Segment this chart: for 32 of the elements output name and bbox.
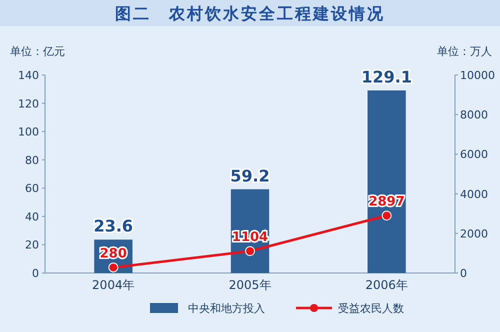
point: [245, 246, 255, 256]
x-tick-label: 2006年: [365, 278, 408, 292]
data-label: 23.6: [94, 216, 134, 236]
y-tick-label: 100: [18, 126, 39, 139]
x-tick-label: 2004年: [92, 278, 135, 292]
y2-tick-label: 0: [460, 267, 467, 280]
legend-label: 中央和地方投入: [188, 302, 265, 315]
y-tick-label: 80: [25, 154, 39, 167]
y2-tick-label: 6000: [460, 148, 488, 162]
data-label: 129.1: [361, 67, 412, 86]
y-axis-title: 单位：亿元: [10, 45, 65, 58]
x-tick-label: 2005年: [228, 278, 272, 292]
point: [108, 262, 118, 272]
y-tick-label: 0: [32, 267, 39, 280]
y-tick-label: 60: [25, 182, 39, 196]
point: [382, 210, 392, 221]
data-label: 280: [100, 246, 127, 262]
y2-tick-label: 4000: [460, 188, 488, 201]
y2-axis-title: 单位：万人: [437, 45, 492, 58]
legend-label: 受益农民人数: [338, 302, 404, 315]
y-tick-label: 40: [25, 210, 39, 224]
y2-tick-label: 10000: [460, 69, 495, 82]
y-tick-label: 20: [25, 238, 39, 252]
data-label: 1104: [232, 230, 268, 246]
data-label: 2897: [368, 194, 405, 210]
y2-tick-label: 2000: [460, 227, 488, 240]
y-tick-label: 140: [18, 69, 39, 82]
bar: [368, 90, 406, 273]
data-label: 59.2: [230, 166, 270, 186]
y-tick-label: 120: [18, 97, 39, 110]
y2-tick-label: 8000: [460, 108, 488, 122]
chart-title: 图二 农村饮水安全工程建设情况: [115, 4, 385, 23]
